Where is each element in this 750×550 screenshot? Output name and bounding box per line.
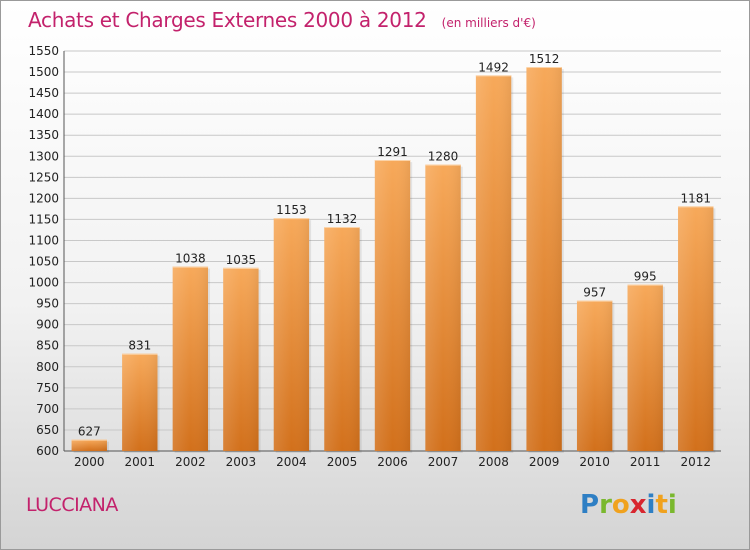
bar-value-label: 1291 — [377, 145, 408, 159]
bar-shine — [627, 284, 663, 451]
bar-value-label: 1035 — [226, 253, 257, 267]
y-tick-label: 900 — [36, 318, 59, 332]
y-tick-label: 950 — [36, 297, 59, 311]
y-tick-label: 1550 — [28, 44, 59, 58]
y-tick-label: 850 — [36, 339, 59, 353]
data-labels: 627 831 1038 1035 1153 1132 1291 1280 1492 1512 95… — [78, 52, 711, 439]
bar-shine — [223, 267, 259, 451]
y-tick-label: 1150 — [28, 212, 59, 226]
chart-unit: (en milliers d'€) — [441, 16, 536, 30]
y-tick-label: 1300 — [28, 149, 59, 163]
bars — [71, 67, 716, 454]
y-tick-label: 1500 — [28, 65, 59, 79]
x-tick-label: 2007 — [428, 455, 459, 469]
bar-value-label: 1038 — [175, 252, 206, 266]
proxiti-logo: Proxiti — [580, 490, 677, 520]
x-tick-label: 2012 — [680, 455, 711, 469]
x-tick-label: 2011 — [630, 455, 661, 469]
x-tick-label: 2006 — [377, 455, 408, 469]
chart-title: Achats et Charges Externes 2000 à 2012 — [28, 8, 427, 32]
x-tick-label: 2005 — [327, 455, 358, 469]
y-tick-label: 600 — [36, 444, 59, 458]
bar-shine — [374, 160, 411, 452]
bar-shine — [425, 164, 461, 451]
bar-shine — [526, 67, 562, 451]
y-tick-label: 750 — [36, 381, 59, 395]
y-tick-label: 1000 — [28, 276, 59, 290]
y-tick-label: 1250 — [28, 170, 59, 184]
bar-shine — [475, 75, 512, 451]
x-tick-label: 2004 — [276, 455, 307, 469]
y-tick-label: 1100 — [28, 233, 59, 247]
bar-value-label: 831 — [128, 339, 151, 353]
x-tick-label: 2002 — [175, 455, 206, 469]
x-tick-label: 2003 — [226, 455, 257, 469]
bar-shine — [576, 300, 613, 451]
bar-value-label: 1153 — [276, 203, 307, 217]
x-tick-label: 2000 — [74, 455, 105, 469]
bar-value-label: 1492 — [478, 60, 509, 74]
y-tick-label: 800 — [36, 360, 59, 374]
bar-value-label: 995 — [634, 270, 657, 284]
x-tick-label: 2001 — [125, 455, 156, 469]
y-tick-labels: 600 650 700 750 800 850 900 950 1000 1050 1100 1150… — [28, 44, 59, 458]
bar-value-label: 627 — [78, 425, 101, 439]
bar-shine — [71, 439, 107, 451]
y-tick-label: 1200 — [28, 191, 59, 205]
bar-value-label: 1512 — [529, 52, 560, 66]
x-tick-label: 2010 — [579, 455, 610, 469]
x-tick-label: 2009 — [529, 455, 560, 469]
bar-shine — [172, 266, 209, 451]
x-tick-label: 2008 — [478, 455, 509, 469]
x-tick-labels: 2000 2001 2002 2003 2004 2005 2006 2007 2008 2009… — [74, 455, 711, 469]
y-tick-label: 1400 — [28, 107, 59, 121]
bar-value-label: 957 — [583, 286, 606, 300]
bar-value-label: 1132 — [327, 212, 358, 226]
bar-shine — [324, 227, 360, 451]
bar-shine — [273, 218, 310, 451]
y-tick-label: 1450 — [28, 86, 59, 100]
bar-shine — [678, 206, 714, 451]
y-tick-label: 1050 — [28, 255, 59, 269]
y-tick-label: 700 — [36, 402, 59, 416]
bar-value-label: 1181 — [680, 191, 711, 205]
chart-title-block: Achats et Charges Externes 2000 à 2012 (… — [28, 8, 536, 32]
commune-name: LUCCIANA — [26, 494, 118, 516]
y-tick-label: 650 — [36, 423, 59, 437]
bar-shine — [122, 353, 158, 451]
y-tick-label: 1350 — [28, 128, 59, 142]
bar-value-label: 1280 — [428, 150, 459, 164]
